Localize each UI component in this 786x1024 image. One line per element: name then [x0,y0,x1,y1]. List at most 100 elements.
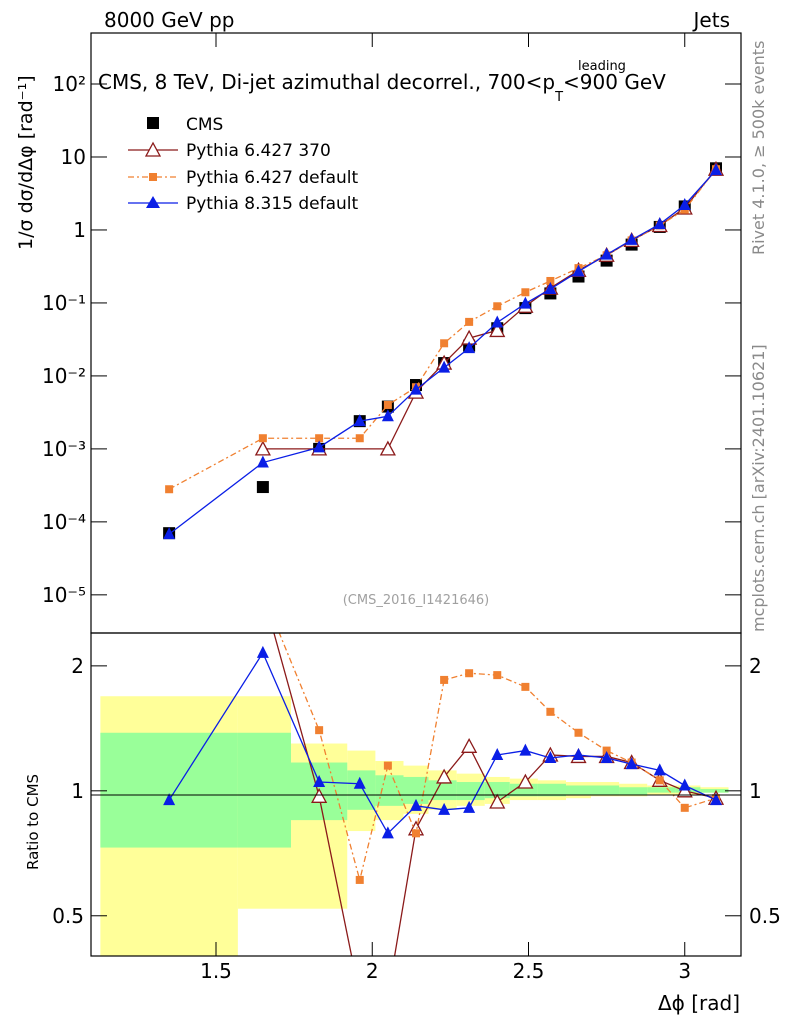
point-3-8 [491,315,504,328]
point-1-4 [379,440,396,456]
point-3-11 [572,264,585,277]
ratio-point-1-2 [311,787,328,803]
point-3-14 [653,217,666,230]
ratio-point-3-5 [410,798,422,811]
point-3-6 [438,360,451,373]
y-tick-label: 10⁻² [42,364,86,388]
header-left: 8000 GeV pp [104,8,235,32]
legend-label-py6-default: Pythia 6.427 default [186,168,359,188]
band-inner [484,782,510,799]
y-tick-label: 10⁻⁵ [42,583,86,607]
point-1-1 [254,440,271,456]
ratio-point-2-14 [655,776,664,785]
ratio-y-label: Ratio to CMS [24,774,42,870]
y-tick-label: 10 [61,145,86,169]
ratio-point-2-10 [546,707,555,716]
point-3-1 [256,455,269,468]
ratio-point-3-13 [625,757,638,770]
legend-marker-py8 [146,196,160,208]
x-label: Δϕ [rad] [658,991,740,1015]
point-2-8 [493,302,502,311]
ratio-point-2-2 [315,726,324,735]
ratio-tick-label-right: 1 [749,779,762,803]
legend-marker-cms [147,117,159,129]
y-tick-label: 10⁻¹ [42,291,86,315]
point-2-9 [521,288,530,297]
y-tick-label: 10⁻⁴ [42,510,86,534]
band-inner [647,787,676,793]
point-1-8 [489,322,506,338]
band-inner [100,732,238,848]
point-2-2 [315,434,324,443]
legend-label-cms: CMS [186,115,223,135]
band-inner [591,785,620,795]
ratio-point-3-9 [519,743,532,756]
x-tick-label: 2 [366,959,379,983]
ratio-tick-label-right: 2 [749,654,762,678]
ratio-point-3-7 [463,800,476,813]
ratio-point-1-8 [489,793,506,809]
rivet-info: Rivet 4.1.0, ≥ 500k events [749,41,768,255]
ratio-point-1-9 [517,773,534,789]
point-3-16 [710,163,722,176]
ratio-point-1-7 [461,737,478,753]
series-line-3 [168,169,717,535]
band-inner [456,782,485,801]
x-tick-label: 2.5 [513,959,545,983]
legend-marker-py6-370 [144,141,162,157]
axis-ticks: 10⁻⁵ 10⁻⁴ 10⁻³ 10⁻² 10⁻¹ 1 10 10² 0.5 0.5 1 1 2 2 1.5 2… [42,33,781,983]
ratio-point-3-11 [572,747,585,760]
ratio-series [163,633,725,956]
point-2-6 [440,339,449,348]
ratio-point-2-11 [574,728,583,737]
point-3-5 [410,382,422,395]
ratio-point-2-8 [493,671,502,680]
x-tick-label: 3 [678,959,691,983]
ratio-point-3-8 [491,747,504,760]
band-inner [700,789,729,793]
ratio-point-2-15 [680,803,689,812]
point-2-3 [355,434,364,443]
ratio-point-2-7 [465,669,474,678]
point-3-10 [544,282,557,295]
main-y-label: 1/σ dσ/dΔφ [rad⁻¹] [15,75,37,250]
ratio-point-3-10 [544,750,557,763]
ratio-tick-label: 0.5 [52,904,84,928]
point-3-12 [600,247,613,260]
ratio-point-3-6 [438,802,451,815]
point-2-10 [546,276,555,285]
ratio-point-3-16 [710,793,722,806]
ratio-tick-label-right: 0.5 [749,904,781,928]
point-2-4 [383,400,392,409]
ratio-point-3-2 [313,775,326,788]
header-right: Jets [692,8,730,32]
point-3-4 [381,409,394,422]
analysis-id: (CMS_2016_I1421646) [343,593,490,608]
point-2-7 [465,317,474,326]
band-inner [537,783,566,797]
ratio-point-2-6 [440,675,449,684]
y-tick-label: 1 [73,218,86,242]
legend-label-py8: Pythia 8.315 default [186,194,359,214]
ratio-point-3-0 [163,793,176,806]
legend-marker-py6-default [149,173,157,181]
point-3-13 [625,232,638,245]
point-3-2 [313,440,326,453]
ratio-point-3-15 [678,778,691,791]
main-series [163,160,725,540]
ratio-point-3-4 [381,826,394,839]
ratio-point-3-3 [353,776,366,789]
band-inner [237,732,291,848]
point-2-1 [258,434,267,443]
ratio-tick-label: 2 [71,654,84,678]
point-3-15 [678,197,691,210]
point-3-9 [519,296,532,309]
plot-title-sup: leading [578,59,626,74]
point-2-0 [165,485,174,494]
legend: CMS Pythia 6.427 370 Pythia 6.427 defaul… [128,115,359,214]
band-inner [566,785,591,795]
point-3-3 [353,414,366,427]
ratio-point-1-6 [436,768,453,784]
ratio-point-2-3 [355,875,364,884]
